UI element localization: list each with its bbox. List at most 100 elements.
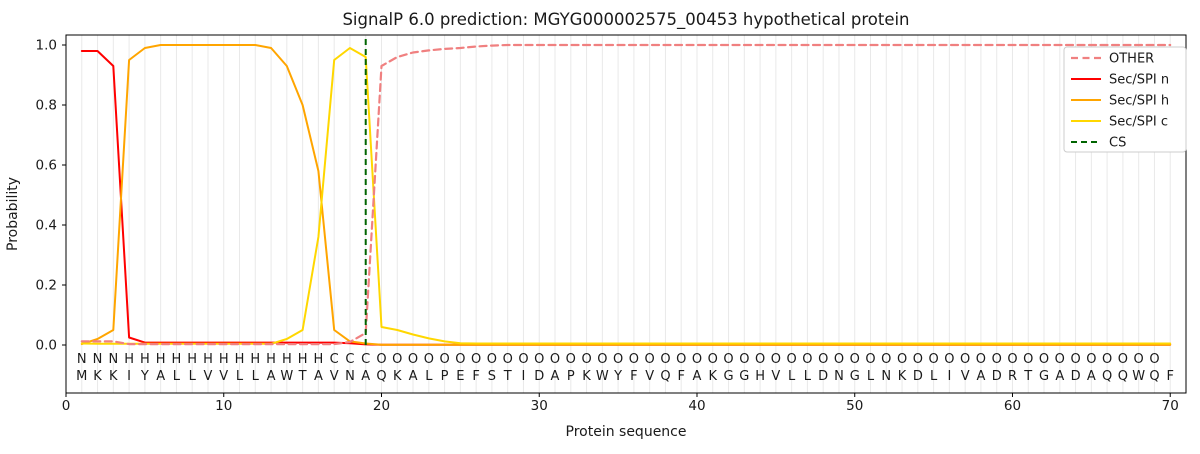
sequence-letter: Y	[613, 369, 622, 384]
sequence-letter: A	[1055, 369, 1064, 384]
region-letter: H	[266, 352, 276, 367]
sequence-letter: K	[109, 369, 118, 384]
sequence-letter: A	[976, 369, 985, 384]
region-letter: O	[739, 352, 749, 367]
region-letter: O	[913, 352, 923, 367]
region-letter: O	[660, 352, 670, 367]
legend-label: Sec/SPI n	[1109, 73, 1169, 88]
region-letter: O	[534, 352, 544, 367]
sequence-letter: L	[788, 369, 796, 384]
series-line-sec-spi-h	[80, 44, 1172, 346]
sequence-letter: A	[409, 369, 418, 384]
sequence-letter: V	[204, 369, 213, 384]
region-letter: H	[203, 352, 213, 367]
sequence-letter: W	[280, 369, 293, 384]
region-letter: O	[992, 352, 1002, 367]
legend-label: CS	[1109, 136, 1126, 151]
x-tick-label-30: 30	[531, 398, 548, 414]
sequence-letter: Y	[140, 369, 149, 384]
sequence-letter: F	[472, 369, 479, 384]
sequence-letter: L	[189, 369, 197, 384]
region-letter: O	[928, 352, 938, 367]
region-letter: N	[77, 352, 87, 367]
sequence-letter: E	[456, 369, 464, 384]
region-letter: H	[235, 352, 245, 367]
sequence-letter: D	[992, 369, 1002, 384]
sequence-letter: Q	[1149, 369, 1159, 384]
region-letter: O	[471, 352, 481, 367]
region-letter: O	[676, 352, 686, 367]
y-tick-label-0.8: 0.8	[36, 98, 57, 114]
sequence-letter: V	[330, 369, 339, 384]
sequence-letter: K	[898, 369, 907, 384]
region-letter: H	[156, 352, 166, 367]
region-letter: C	[361, 352, 370, 367]
region-letter: O	[455, 352, 465, 367]
sequence-letter: Q	[660, 369, 670, 384]
sequence-letter: W	[1132, 369, 1145, 384]
sequence-letter: T	[1023, 369, 1032, 384]
region-letter: H	[124, 352, 134, 367]
sequence-letter: T	[298, 369, 307, 384]
sequence-letter: R	[1008, 369, 1017, 384]
sequence-letter: F	[1166, 369, 1173, 384]
plot-area	[66, 35, 1186, 393]
region-letter: O	[1118, 352, 1128, 367]
sequence-letter: L	[252, 369, 260, 384]
sequence-letter: S	[488, 369, 496, 384]
region-letter: O	[881, 352, 891, 367]
region-letter: C	[345, 352, 354, 367]
sequence-letter: L	[425, 369, 433, 384]
legend-box	[1063, 46, 1187, 153]
region-letter: O	[976, 352, 986, 367]
sequence-letter: K	[708, 369, 717, 384]
region-letter: O	[376, 352, 386, 367]
y-tick-label-0.0: 0.0	[36, 338, 57, 354]
legend-label: Sec/SPI h	[1109, 94, 1169, 109]
sequence-letter: H	[755, 369, 765, 384]
y-tick-label-0.6: 0.6	[36, 158, 57, 174]
sequence-letter: V	[771, 369, 780, 384]
region-letter: O	[787, 352, 797, 367]
region-letter: O	[1039, 352, 1049, 367]
region-letter: H	[140, 352, 150, 367]
region-letter: O	[550, 352, 560, 367]
sequence-letter: I	[127, 369, 131, 384]
sequence-letter: W	[596, 369, 609, 384]
region-letter: O	[960, 352, 970, 367]
sequence-letter: F	[630, 369, 637, 384]
region-letter: O	[755, 352, 765, 367]
sequence-letter: L	[173, 369, 181, 384]
region-letter: O	[834, 352, 844, 367]
region-letter: O	[723, 352, 733, 367]
sequence-letter: G	[1039, 369, 1049, 384]
plot-border	[65, 34, 1187, 394]
sequence-letter: D	[1071, 369, 1081, 384]
sequence-letter: K	[582, 369, 591, 384]
sequence-letter: K	[93, 369, 102, 384]
x-tick-label-20: 20	[373, 398, 390, 414]
region-letter: O	[818, 352, 828, 367]
region-letter: O	[518, 352, 528, 367]
region-letter: O	[1070, 352, 1080, 367]
region-letter: O	[613, 352, 623, 367]
sequence-letter: A	[551, 369, 560, 384]
y-axis-label: Probability	[5, 177, 21, 251]
sequence-letter: D	[913, 369, 923, 384]
region-letter: O	[897, 352, 907, 367]
sequence-letter: A	[267, 369, 276, 384]
sequence-letter: T	[503, 369, 512, 384]
region-letter: O	[597, 352, 607, 367]
series-line-other	[80, 43, 1172, 346]
sequence-letter: Q	[376, 369, 386, 384]
region-letter: O	[771, 352, 781, 367]
region-letter: H	[298, 352, 308, 367]
sequence-letter: G	[723, 369, 733, 384]
region-letter: O	[566, 352, 576, 367]
x-axis-label: Protein sequence	[566, 424, 687, 440]
sequence-letter: I	[947, 369, 951, 384]
y-tick-label-0.4: 0.4	[36, 218, 57, 234]
sequence-letter: M	[76, 369, 87, 384]
region-letter: H	[187, 352, 197, 367]
